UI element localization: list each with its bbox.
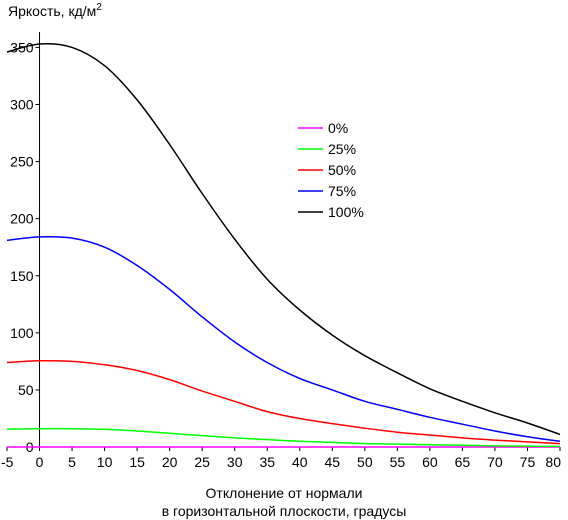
x-tick-label: 55 [390,454,406,470]
legend-label: 25% [328,141,356,157]
series-group [6,42,561,448]
legend-label: 100% [328,204,364,220]
x-axis-title-line2: в горизонтальной плоскости, градусы [162,503,407,519]
x-tick-label: 10 [97,454,113,470]
x-tick-label: 20 [162,454,178,470]
y-tick-label: 100 [10,325,34,341]
y-tick-label: 50 [18,382,34,398]
x-tick-label: 65 [455,454,471,470]
legend: 0% 25% 50% 75% 100% [298,120,364,220]
x-axis-title-line1: Отклонение от нормали [206,485,363,501]
x-tick-label: 70 [487,454,503,470]
x-tick-label: 40 [292,454,308,470]
x-tick-label: 80 [545,454,561,470]
x-tick-label: 15 [129,454,145,470]
y-tick-label: 300 [10,97,34,113]
legend-label: 50% [328,162,356,178]
series-line-100pct [6,42,561,436]
x-tick-label: 30 [227,454,243,470]
x-tick-label: 35 [259,454,275,470]
series-line-75pct [6,235,561,443]
x-tick-label: -5 [1,454,14,470]
x-tick-label: 45 [325,454,341,470]
y-axis-title-superscript: 2 [96,2,102,13]
y-tick-label: 150 [10,268,34,284]
y-axis-title-main: Яркость, кд/м [8,3,96,19]
x-tick-label: 50 [357,454,373,470]
y-axis-title: Яркость, кд/м2 [8,2,102,19]
x-tick-label: 5 [68,454,76,470]
series-line-25pct [6,427,561,448]
legend-label: 75% [328,183,356,199]
x-tick-label: 75 [520,454,536,470]
series-line-50pct [6,359,561,445]
x-tick-label: 60 [422,454,438,470]
legend-label: 0% [328,120,348,136]
x-tick-label: 25 [194,454,210,470]
y-tick-label: 200 [10,211,34,227]
y-tick-label: 250 [10,154,34,170]
x-tick-label: 0 [36,454,44,470]
